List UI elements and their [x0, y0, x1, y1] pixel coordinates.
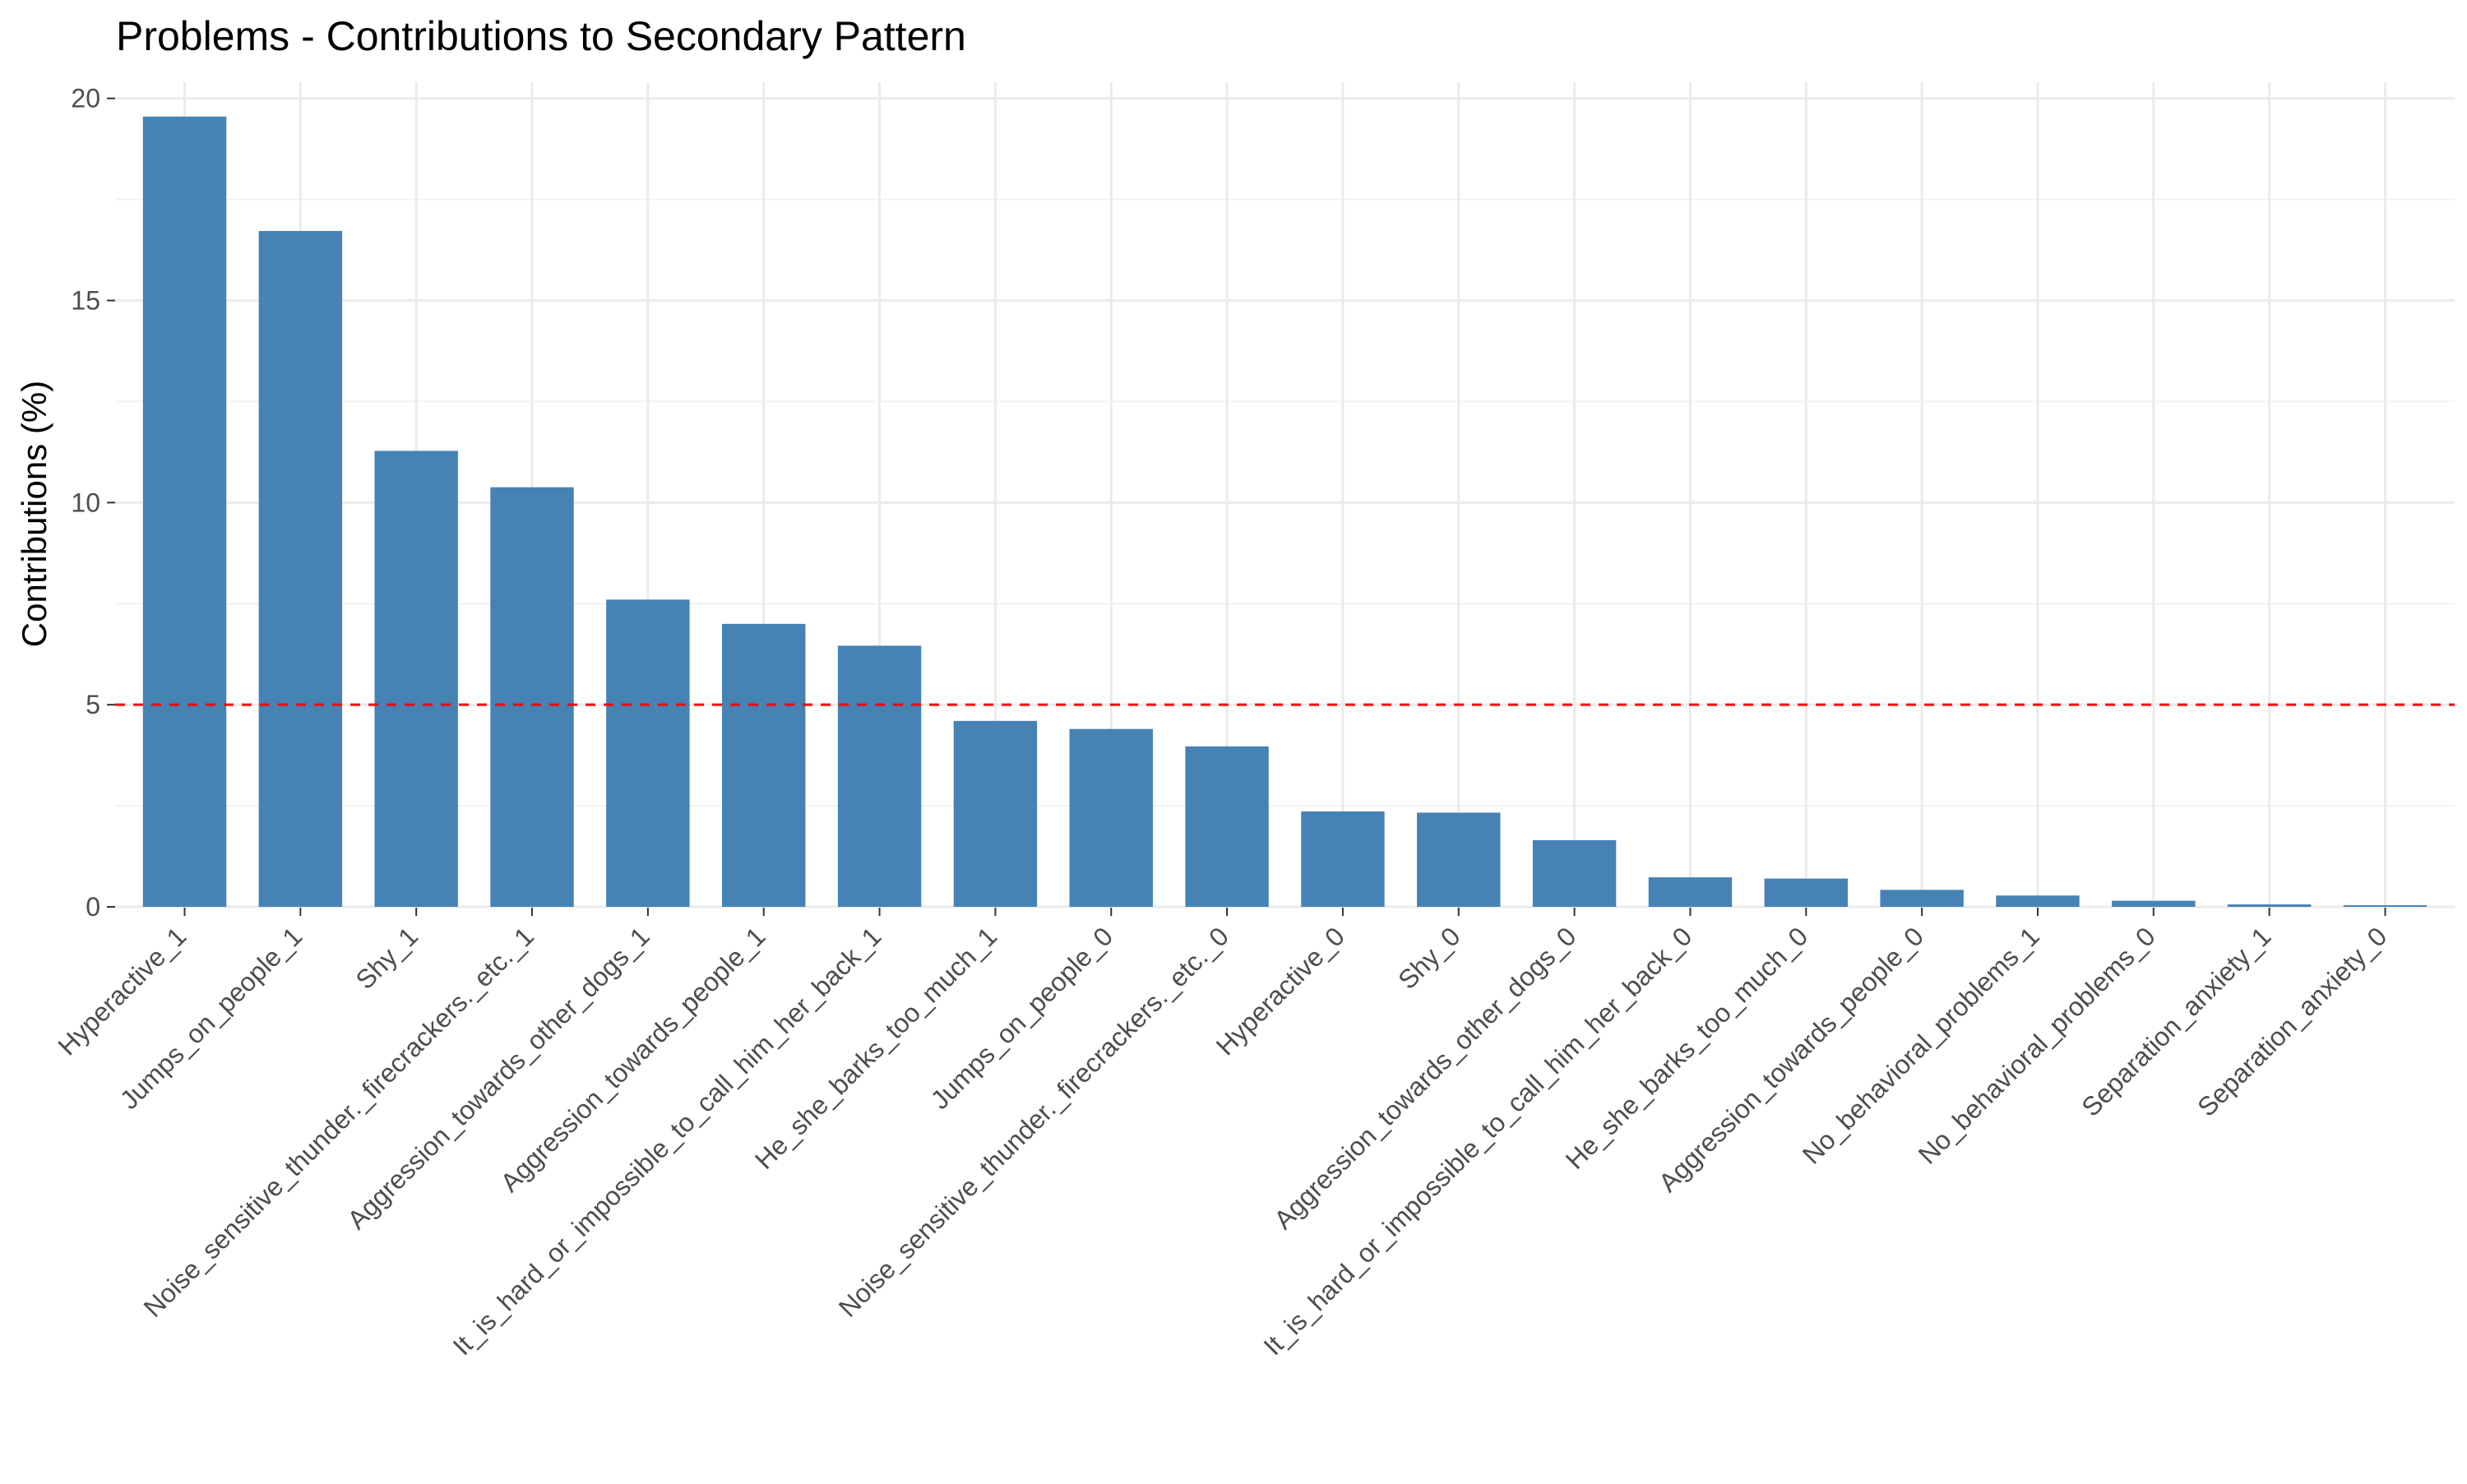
bar: [2227, 904, 2312, 907]
bar: [2112, 900, 2196, 907]
bar: [1764, 878, 1848, 907]
bar: [606, 599, 690, 907]
y-tick-label: 5: [86, 690, 100, 719]
y-tick-label: 10: [71, 488, 100, 517]
bar: [1185, 746, 1269, 907]
bar: [142, 116, 227, 907]
bar: [1301, 811, 1385, 907]
y-tick-label: 15: [71, 286, 100, 316]
bar: [490, 487, 574, 907]
bars: [142, 116, 2428, 907]
bar: [953, 720, 1038, 907]
bar: [1417, 812, 1501, 907]
y-tick-label: 20: [71, 84, 100, 113]
bar: [837, 645, 922, 907]
bar: [258, 230, 343, 907]
bar: [1069, 728, 1153, 907]
y-axis-title: Contributions (%): [15, 381, 53, 647]
bar: [374, 451, 458, 907]
y-tick-label: 0: [86, 892, 100, 922]
bar: [1648, 877, 1733, 907]
bar: [1996, 895, 2080, 907]
bar: [1532, 839, 1617, 907]
bar: [1880, 890, 1964, 907]
bar: [722, 623, 806, 907]
chart-title: Problems - Contributions to Secondary Pa…: [116, 13, 966, 59]
bar: [2343, 905, 2428, 907]
